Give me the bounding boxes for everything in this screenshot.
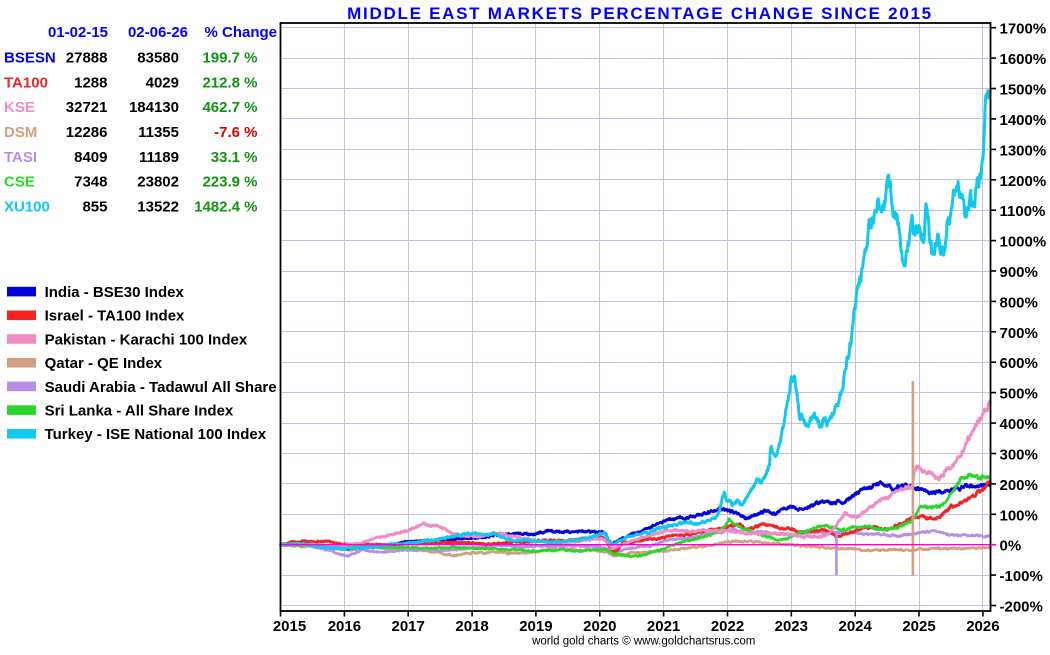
svg-text:2023: 2023: [775, 618, 808, 635]
svg-text:2025: 2025: [902, 618, 935, 635]
svg-text:700%: 700%: [1000, 325, 1038, 342]
svg-text:300%: 300%: [1000, 447, 1038, 464]
svg-text:Sri Lanka - All Share Index: Sri Lanka - All Share Index: [45, 403, 234, 420]
svg-text:TASI: TASI: [4, 149, 37, 166]
svg-text:1200%: 1200%: [1000, 173, 1047, 190]
svg-text:1500%: 1500%: [1000, 82, 1047, 99]
svg-text:100%: 100%: [1000, 507, 1038, 524]
svg-text:1288: 1288: [74, 75, 107, 92]
svg-text:2017: 2017: [392, 618, 425, 635]
svg-text:XU100: XU100: [4, 198, 50, 215]
svg-text:462.7 %: 462.7 %: [202, 99, 257, 116]
svg-text:12286: 12286: [66, 124, 108, 141]
svg-text:02-06-26: 02-06-26: [128, 24, 188, 41]
svg-text:TA100: TA100: [4, 75, 48, 92]
svg-text:2026: 2026: [966, 618, 999, 635]
svg-text:1300%: 1300%: [1000, 142, 1047, 159]
svg-text:Qatar - QE Index: Qatar - QE Index: [45, 355, 163, 372]
svg-text:900%: 900%: [1000, 264, 1038, 281]
svg-text:01-02-15: 01-02-15: [48, 24, 108, 41]
svg-text:1000%: 1000%: [1000, 234, 1047, 251]
svg-text:27888: 27888: [66, 50, 108, 67]
svg-text:1700%: 1700%: [1000, 21, 1047, 38]
svg-text:855: 855: [82, 198, 107, 215]
svg-text:1400%: 1400%: [1000, 112, 1047, 129]
svg-text:-100%: -100%: [1000, 568, 1043, 585]
svg-text:11355: 11355: [138, 124, 179, 141]
svg-text:7348: 7348: [74, 174, 107, 191]
svg-text:200%: 200%: [1000, 477, 1038, 494]
svg-text:2022: 2022: [711, 618, 744, 635]
svg-text:2024: 2024: [839, 618, 873, 635]
svg-text:212.8 %: 212.8 %: [202, 75, 257, 92]
svg-text:83580: 83580: [137, 50, 179, 67]
svg-text:2020: 2020: [583, 618, 616, 635]
svg-text:MIDDLE EAST MARKETS PERCENTAGE: MIDDLE EAST MARKETS PERCENTAGE CHANGE SI…: [347, 4, 933, 23]
svg-text:400%: 400%: [1000, 416, 1038, 433]
svg-text:2016: 2016: [328, 618, 361, 635]
svg-text:world gold charts © www.goldch: world gold charts © www.goldchartsrus.co…: [531, 636, 755, 648]
svg-text:223.9 %: 223.9 %: [202, 174, 257, 191]
svg-text:800%: 800%: [1000, 294, 1038, 311]
svg-text:184130: 184130: [129, 99, 179, 116]
svg-text:1600%: 1600%: [1000, 51, 1047, 68]
svg-text:32721: 32721: [66, 99, 108, 116]
svg-text:-7.6 %: -7.6 %: [214, 124, 257, 141]
svg-text:Israel - TA100 Index: Israel - TA100 Index: [45, 308, 185, 325]
svg-text:% Change: % Change: [204, 24, 277, 41]
svg-text:13522: 13522: [137, 198, 179, 215]
svg-text:600%: 600%: [1000, 355, 1038, 372]
svg-text:-200%: -200%: [1000, 599, 1043, 616]
svg-text:8409: 8409: [74, 149, 107, 166]
svg-text:CSE: CSE: [4, 174, 35, 191]
svg-text:23802: 23802: [137, 174, 179, 191]
svg-text:Pakistan - Karachi 100 Index: Pakistan - Karachi 100 Index: [45, 331, 248, 348]
svg-text:India - BSE30 Index: India - BSE30 Index: [45, 284, 185, 301]
svg-text:2019: 2019: [519, 618, 552, 635]
svg-text:DSM: DSM: [4, 124, 37, 141]
svg-text:KSE: KSE: [4, 99, 35, 116]
svg-text:199.7 %: 199.7 %: [202, 50, 257, 67]
svg-text:1482.4 %: 1482.4 %: [194, 198, 257, 215]
svg-text:BSESN: BSESN: [4, 50, 56, 67]
svg-text:500%: 500%: [1000, 386, 1038, 403]
svg-text:33.1 %: 33.1 %: [211, 149, 258, 166]
svg-text:2018: 2018: [455, 618, 488, 635]
svg-text:Saudi Arabia - Tadawul All Sha: Saudi Arabia - Tadawul All Share: [45, 379, 277, 396]
svg-text:2015: 2015: [273, 618, 306, 635]
svg-text:0%: 0%: [1000, 538, 1022, 555]
svg-text:11189: 11189: [139, 149, 179, 166]
svg-text:2021: 2021: [647, 618, 680, 635]
svg-text:Turkey - ISE National 100 Inde: Turkey - ISE National 100 Index: [45, 426, 267, 443]
svg-text:1100%: 1100%: [1000, 203, 1046, 220]
svg-text:4029: 4029: [146, 75, 179, 92]
